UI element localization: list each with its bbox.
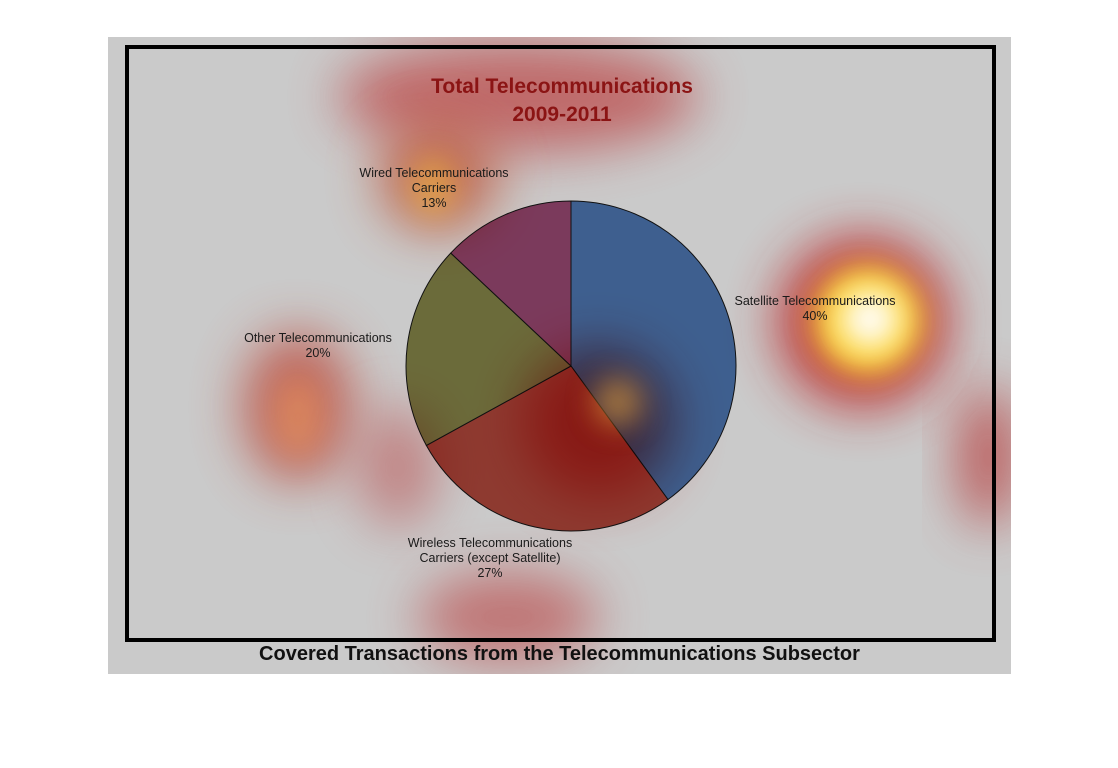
heatmap-blob [958, 387, 1011, 527]
heatmap-blob [418, 572, 598, 662]
chart-figure: Total Telecommunications 2009-2011 Satel… [108, 37, 1011, 674]
slice-percent-label: 27% [477, 566, 502, 580]
figure-caption: Covered Transactions from the Telecommun… [259, 643, 860, 665]
heatmap-blob [358, 407, 438, 527]
heatmap-blob [411, 157, 455, 217]
slice-name-label: Wireless Telecommunications [408, 536, 572, 550]
chart-subtitle: 2009-2011 [512, 103, 612, 126]
heatmap-glow [273, 157, 923, 457]
slice-percent-label: 40% [802, 309, 827, 323]
slice-name-label: Carriers (except Satellite) [419, 551, 560, 565]
pie-slice [570, 200, 737, 501]
heatmap-blob [842, 291, 898, 347]
slice-name-label: Carriers [412, 181, 456, 195]
slice-name-label: Wired Telecommunications [359, 166, 508, 180]
heatmap-blob [523, 347, 673, 497]
slice-percent-label: 20% [305, 346, 330, 360]
pie-slice [450, 200, 572, 368]
slice-name-label: Other Telecommunications [244, 331, 392, 345]
slice-percent-label: 13% [421, 196, 446, 210]
heatmap-blob [273, 377, 323, 457]
slice-name-label: Satellite Telecommunications [735, 294, 896, 308]
chart-title: Total Telecommunications [431, 75, 693, 98]
heatmap-blob [593, 377, 643, 427]
pie-chart: Total Telecommunications 2009-2011 Satel… [243, 42, 1011, 662]
